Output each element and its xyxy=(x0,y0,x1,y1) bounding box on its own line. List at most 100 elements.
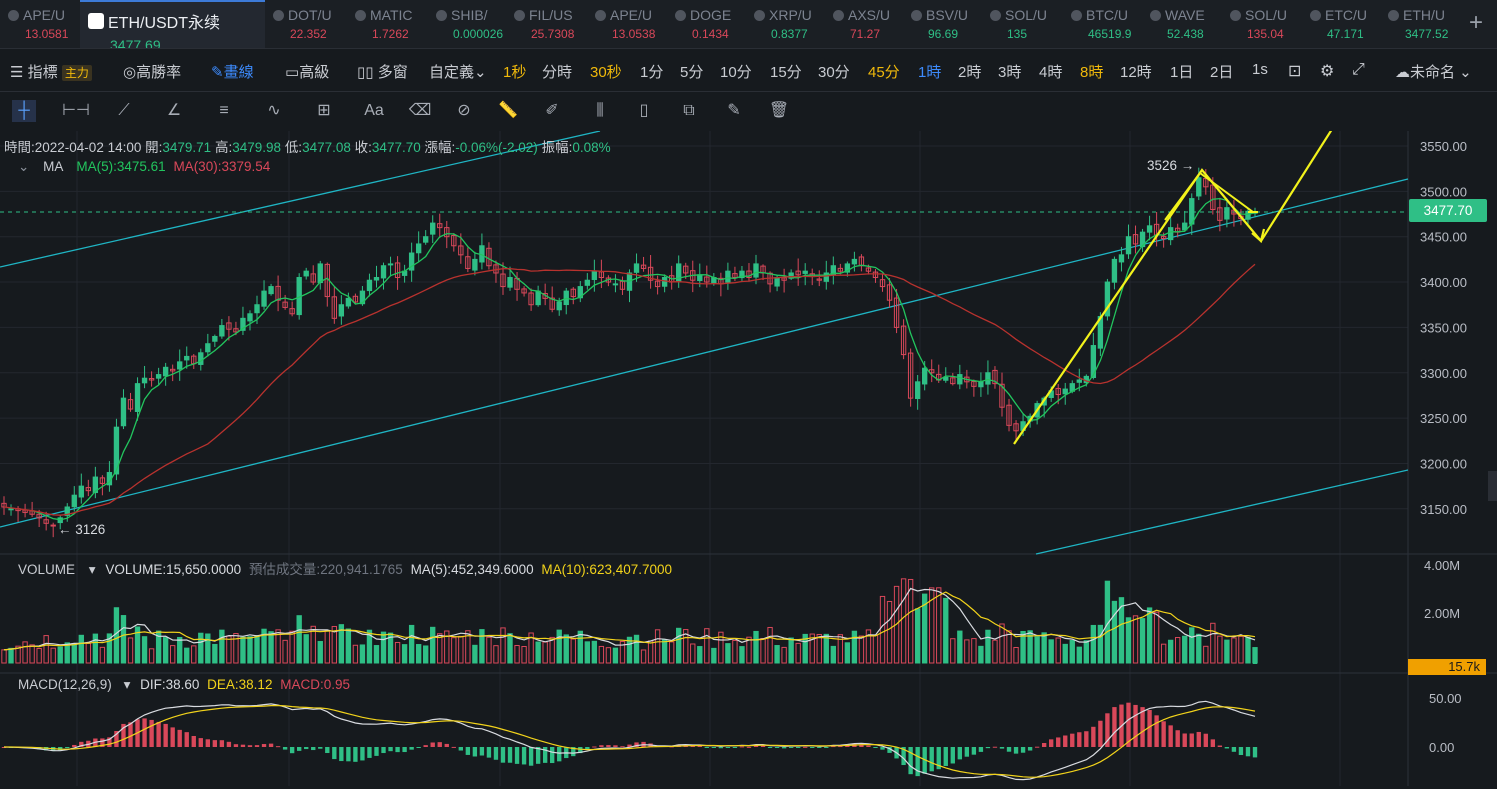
volume-bar xyxy=(1111,600,1118,664)
candle-body xyxy=(851,258,858,265)
screenshot-icon[interactable]: ⊡ xyxy=(1288,63,1302,80)
market-tab[interactable]: DOGE 0.1434 xyxy=(667,0,746,48)
parallel-lines-icon[interactable]: ≡ xyxy=(219,102,229,119)
interval-4[interactable]: 5分 xyxy=(680,64,704,81)
add-tab-button[interactable]: + xyxy=(1468,9,1483,36)
ma-name[interactable]: MA xyxy=(43,159,63,174)
interval-14[interactable]: 12時 xyxy=(1120,64,1152,81)
volume-bar xyxy=(1153,611,1160,664)
market-tab[interactable]: FIL/US 25.7308 xyxy=(506,0,587,48)
market-tab[interactable]: DOT/U 22.352 xyxy=(265,0,347,48)
market-tab[interactable]: XRP/U 0.8377 xyxy=(746,0,825,48)
settings-gear-icon[interactable]: ⚙ xyxy=(1320,63,1335,80)
market-tab[interactable]: APE/U 13.0581 xyxy=(0,0,80,48)
market-tab[interactable]: ETC/U 47.171 xyxy=(1302,0,1380,48)
volume-bar xyxy=(619,640,626,664)
copy-icon[interactable]: ⧉ xyxy=(683,102,695,119)
multi-window-button[interactable]: ▯▯ 多窗 xyxy=(357,61,408,82)
interval-10[interactable]: 2時 xyxy=(958,64,982,81)
volume-bar xyxy=(633,634,640,664)
interval-7[interactable]: 30分 xyxy=(818,64,850,81)
interval-16[interactable]: 2日 xyxy=(1210,64,1234,81)
ruler-icon[interactable]: 📏 xyxy=(498,102,518,119)
interval-17[interactable]: 1s xyxy=(1252,61,1268,78)
macd-histogram-bar xyxy=(107,737,112,747)
angle-tool-icon[interactable]: ∠ xyxy=(166,102,182,119)
low-annotation: ← 3126 xyxy=(58,522,106,537)
interval-15[interactable]: 1日 xyxy=(1170,64,1194,81)
brush-icon[interactable]: ✐ xyxy=(545,102,559,119)
candle-body xyxy=(1167,227,1174,241)
indicator-button[interactable]: ☰ 指標 主力 xyxy=(10,61,92,82)
layout-name-dropdown[interactable]: ☁未命名 ⌄ xyxy=(1395,61,1472,82)
wave-pattern-icon[interactable]: ∿ xyxy=(267,102,281,119)
interval-11[interactable]: 3時 xyxy=(998,64,1022,81)
market-tab[interactable]: MATIC 1.7262 xyxy=(347,0,428,48)
hide-drawings-icon[interactable]: ⊘ xyxy=(457,102,471,119)
market-tab[interactable]: AXS/U 71.27 xyxy=(825,0,903,48)
eraser-icon[interactable]: ⌫ xyxy=(408,102,432,119)
volume-legend: VOLUME ▾ VOLUME:15,650.0000 預估成交量:220,94… xyxy=(18,558,672,578)
volume-bar xyxy=(1090,624,1097,664)
candle-body xyxy=(683,265,689,274)
chart-area[interactable]: 3550.00 3500.00 3450.00 3400.00 3350.00 3300.… xyxy=(0,113,1497,786)
volume-name[interactable]: VOLUME xyxy=(18,562,76,577)
candle-body xyxy=(331,296,337,319)
crosshair-icon[interactable]: ┼ xyxy=(12,100,36,122)
volume-bar xyxy=(851,630,858,664)
macd-histogram-bar xyxy=(627,744,632,747)
trash-icon[interactable]: 🗑 xyxy=(768,102,790,119)
market-tab[interactable]: SHIB/0.000026 xyxy=(428,0,506,48)
text-tool-icon[interactable]: Aa xyxy=(364,102,384,119)
advanced-label: 高級 xyxy=(299,64,330,81)
interval-9[interactable]: 1時 xyxy=(918,64,942,81)
side-panel-handle[interactable] xyxy=(1488,471,1497,501)
main-force-badge[interactable]: 主力 xyxy=(61,65,92,81)
custom-dropdown[interactable]: 自定義⌄ xyxy=(429,61,487,82)
macd-histogram-bar xyxy=(810,747,815,748)
candle-body xyxy=(591,270,598,281)
interval-3[interactable]: 1分 xyxy=(640,64,664,81)
market-tab[interactable]: APE/U 13.0538 xyxy=(587,0,667,48)
interval-1[interactable]: 分時 xyxy=(542,64,573,81)
candle-body xyxy=(387,263,394,266)
volume-bar xyxy=(296,615,302,664)
win-rate-button[interactable]: ◎高勝率 xyxy=(123,61,181,82)
volume-bar xyxy=(162,637,169,664)
advanced-button[interactable]: ▭高級 xyxy=(285,61,329,82)
macd-histogram-bar xyxy=(1077,732,1082,747)
candle-body xyxy=(444,227,450,238)
collapse-chevron-icon[interactable]: ⌄ xyxy=(18,159,30,174)
interval-2[interactable]: 30秒 xyxy=(590,64,622,81)
market-tab[interactable]: SOL/U 135.04 xyxy=(1222,0,1302,48)
interval-8[interactable]: 45分 xyxy=(868,64,900,81)
interval-0[interactable]: 1秒 xyxy=(503,64,527,81)
lock-icon[interactable]: ▯ xyxy=(639,102,649,119)
volume-bar xyxy=(992,639,998,664)
price-chart-svg[interactable]: 3550.00 3500.00 3450.00 3400.00 3350.00 3300.… xyxy=(0,113,1497,786)
market-tab[interactable]: WAVE 52.438 xyxy=(1142,0,1222,48)
trend-line-icon[interactable]: ⟋ xyxy=(118,102,130,119)
draw-button[interactable]: ✎畫線 xyxy=(211,61,254,82)
macd-histogram-bar xyxy=(261,744,267,747)
bar-pattern-icon[interactable]: ⫼ xyxy=(596,102,604,119)
volume-bar xyxy=(535,641,541,664)
notes-icon[interactable]: ✎ xyxy=(727,102,741,119)
interval-5[interactable]: 10分 xyxy=(720,64,752,81)
interval-13[interactable]: 8時 xyxy=(1080,64,1104,81)
horizontal-line-icon[interactable]: ⊢⊣ xyxy=(62,102,90,119)
candle-body xyxy=(289,308,295,315)
market-tab[interactable]: SOL/U 135 xyxy=(982,0,1063,48)
fullscreen-icon[interactable]: ⤢ xyxy=(1352,61,1365,78)
macd-dropdown-icon[interactable]: ▾ xyxy=(123,677,131,692)
market-tab[interactable]: BTC/U 46519.9 xyxy=(1063,0,1142,48)
volume-bar xyxy=(584,641,591,664)
interval-12[interactable]: 4時 xyxy=(1039,64,1063,81)
interval-6[interactable]: 15分 xyxy=(770,64,802,81)
volume-dropdown-icon[interactable]: ▾ xyxy=(88,562,96,577)
market-tab[interactable]: ETH/U 3477.52 xyxy=(1380,0,1458,48)
measure-icon[interactable]: ⊞ xyxy=(317,102,331,119)
market-tab[interactable]: ETH/USDT永续 3477.69 xyxy=(80,0,265,48)
macd-name[interactable]: MACD(12,26,9) xyxy=(18,677,112,692)
market-tab[interactable]: BSV/U 96.69 xyxy=(903,0,982,48)
